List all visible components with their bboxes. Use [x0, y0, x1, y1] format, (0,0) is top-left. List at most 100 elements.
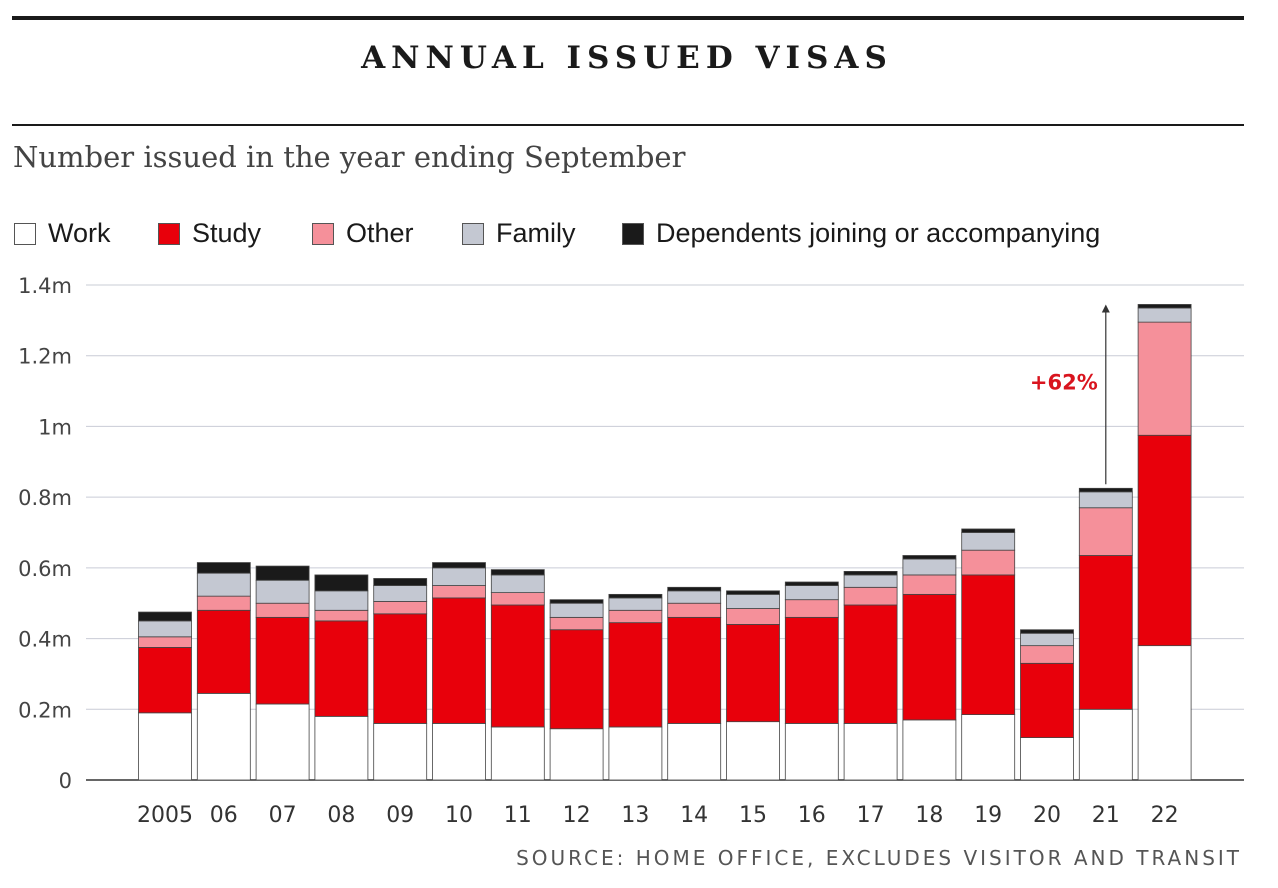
- bar-segment-work: [196, 692, 251, 781]
- bar-segment-dependents: [490, 569, 545, 576]
- bar-segment-family: [843, 574, 898, 588]
- bar-segment-study: [314, 620, 369, 717]
- bar-segment-dependents: [1020, 629, 1074, 634]
- top-rule: [12, 16, 1244, 20]
- legend-label-study: Study: [192, 218, 262, 248]
- x-tick-label: 10: [445, 803, 473, 828]
- bar-segment-family: [490, 574, 545, 594]
- bar-segment-dependents: [432, 562, 486, 569]
- bar-segment-family: [667, 590, 722, 604]
- x-tick-label: 13: [621, 803, 649, 828]
- legend-label-work: Work: [48, 218, 111, 248]
- bar-segment-work: [1137, 645, 1192, 781]
- y-tick-label: 1m: [38, 415, 72, 439]
- chart-title: ANNUAL ISSUED VISAS: [361, 40, 893, 76]
- bar-segment-study: [726, 624, 780, 723]
- bar-segment-family: [961, 532, 1016, 551]
- bar-segment-work: [255, 703, 310, 781]
- y-tick-label: 0.8m: [18, 486, 72, 510]
- x-tick-label: 21: [1092, 803, 1120, 828]
- bar-segment-work: [902, 719, 957, 781]
- bar-segment-work: [373, 723, 428, 781]
- y-tick-label: 0.2m: [18, 698, 72, 722]
- x-tick-label: 20: [1033, 803, 1061, 828]
- bar-segment-dependents: [843, 570, 898, 576]
- bar-segment-work: [608, 726, 663, 781]
- y-tick-label: 1.2m: [18, 345, 72, 369]
- bar-segment-dependents: [1137, 304, 1192, 309]
- bar-segment-dependents: [255, 565, 310, 581]
- bar-segment-dependents: [726, 590, 780, 595]
- bar-segment-other: [373, 601, 428, 615]
- bar-segment-work: [432, 723, 486, 781]
- bar-segment-work: [961, 714, 1016, 781]
- bar-segment-study: [432, 597, 486, 724]
- bar-segment-study: [373, 613, 428, 724]
- legend-item-dependents: Dependents joining or accompanying: [622, 218, 1100, 249]
- bar-segment-dependents: [902, 555, 957, 560]
- x-tick-label: 14: [680, 803, 708, 828]
- bar-segment-work: [726, 721, 780, 781]
- bar-segment-family: [1137, 307, 1192, 323]
- annotation-arrow-head: [1101, 304, 1110, 313]
- y-tick-label: 0.4m: [18, 628, 72, 652]
- bar-segment-family: [784, 585, 839, 601]
- bar-segment-family: [726, 593, 780, 609]
- bar-segment-work: [138, 712, 192, 781]
- bar-segment-other: [314, 609, 369, 622]
- bar-segment-work: [784, 723, 839, 781]
- x-tick-label: 06: [210, 803, 238, 828]
- y-tick-label: 0: [59, 769, 72, 793]
- bar-segment-other: [902, 574, 957, 595]
- bar-segment-study: [667, 616, 722, 724]
- bar-segment-other: [608, 609, 663, 624]
- bar-segment-study: [961, 574, 1016, 715]
- bar-segment-dependents: [608, 593, 663, 599]
- bar-segment-study: [196, 609, 251, 694]
- bar-segment-other: [1020, 645, 1074, 664]
- bar-segment-other: [1137, 321, 1192, 436]
- bar-segment-family: [138, 620, 192, 638]
- x-tick-label: 08: [327, 803, 355, 828]
- bar-segment-dependents: [314, 574, 369, 592]
- bar-segment-family: [608, 597, 663, 611]
- bar-segment-study: [549, 629, 604, 730]
- title-rule: [12, 124, 1244, 126]
- bar-segment-other: [667, 602, 722, 618]
- legend-swatch-dependents: [622, 222, 644, 245]
- bar-segment-study: [843, 604, 898, 724]
- x-tick-label: 12: [563, 803, 591, 828]
- bar-segment-family: [902, 558, 957, 576]
- source-note: SOURCE: HOME OFFICE, EXCLUDES VISITOR AN…: [516, 846, 1242, 870]
- x-tick-label: 2005: [137, 803, 193, 828]
- bar-segment-work: [1078, 708, 1133, 781]
- bar-segment-study: [255, 616, 310, 705]
- bar-segment-study: [1020, 662, 1074, 738]
- bar-segment-study: [784, 616, 839, 724]
- x-tick-label: 19: [974, 803, 1002, 828]
- bar-segment-dependents: [138, 611, 192, 622]
- y-tick-label: 0.6m: [18, 557, 72, 581]
- legend-swatch-family: [462, 222, 484, 245]
- bar-segment-work: [549, 728, 604, 781]
- legend-swatch-other: [312, 222, 334, 245]
- bar-segment-family: [373, 585, 428, 602]
- bar-segment-other: [432, 585, 486, 599]
- bar-segment-work: [314, 715, 369, 781]
- bar-segment-work: [667, 723, 722, 781]
- bar-segment-dependents: [784, 581, 839, 586]
- bar-segment-family: [314, 590, 369, 611]
- bar-segment-family: [255, 579, 310, 604]
- bar-segment-work: [1020, 737, 1074, 781]
- chart-subtitle: Number issued in the year ending Septemb…: [13, 140, 686, 174]
- bar-segment-family: [549, 602, 604, 618]
- legend-item-other: Other: [312, 218, 414, 249]
- annotation-label: +62%: [1030, 370, 1098, 394]
- bar-segment-dependents: [961, 528, 1016, 533]
- legend-label-other: Other: [346, 218, 414, 248]
- legend-label-family: Family: [496, 218, 576, 248]
- x-tick-label: 15: [739, 803, 767, 828]
- y-tick-label: 1.4m: [18, 274, 72, 298]
- bar-segment-work: [490, 726, 545, 781]
